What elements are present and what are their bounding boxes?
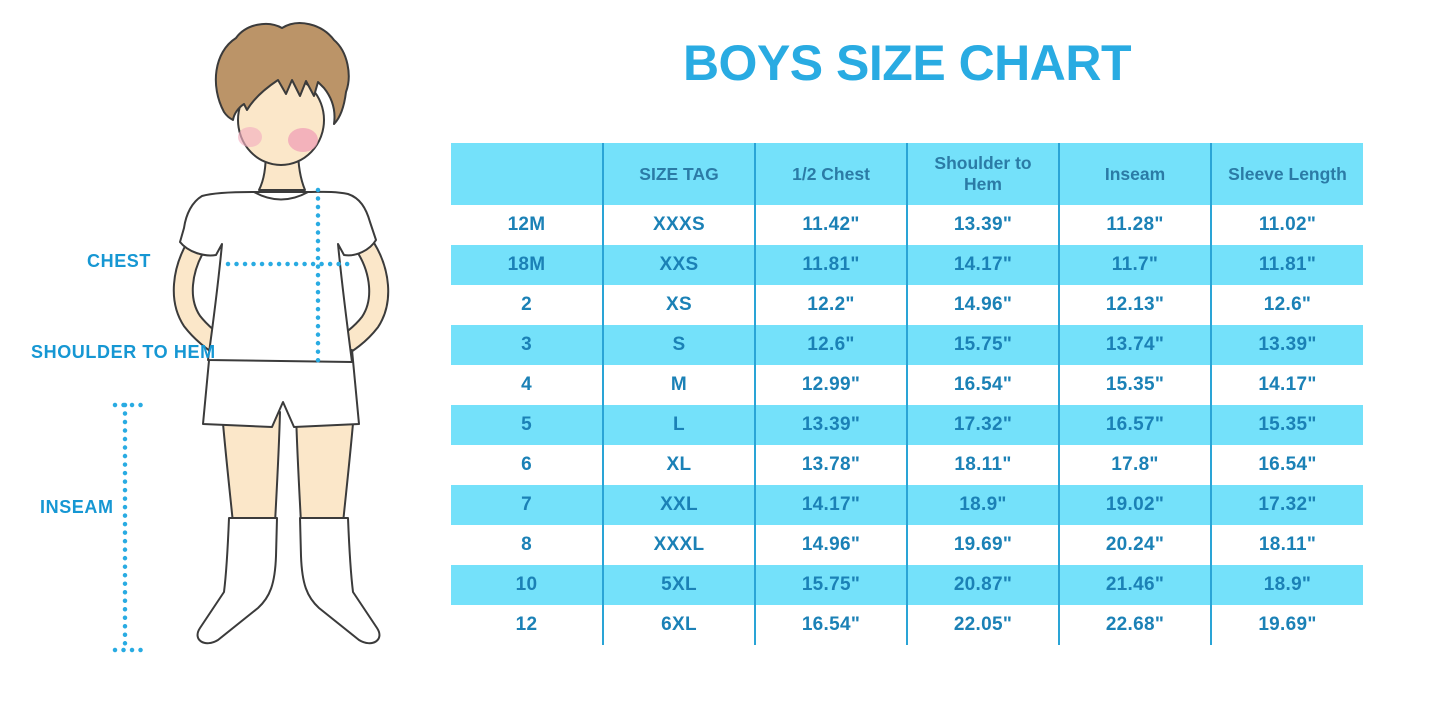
table-cell: 19.69" (1210, 605, 1363, 645)
table-cell: S (602, 325, 755, 365)
table-cell: 13.39" (1210, 325, 1363, 365)
table-cell: 5 (451, 405, 603, 445)
table-cell: 15.35" (1210, 405, 1363, 445)
table-row: 7 XXL 14.17" 18.9" 19.02" 17.32" (451, 485, 1363, 525)
table-cell: 19.02" (1058, 485, 1211, 525)
table-cell: 11.81" (1210, 245, 1363, 285)
table-row: 4 M 12.99" 16.54" 15.35" 14.17" (451, 365, 1363, 405)
header-cell-sleeve-length: Sleeve Length (1210, 143, 1363, 205)
table-cell: 18M (451, 245, 603, 285)
table-row: 8 XXXL 14.96" 19.69" 20.24" 18.11" (451, 525, 1363, 565)
table-cell: 15.75" (754, 565, 907, 605)
table-cell: 20.87" (906, 565, 1059, 605)
table-cell: 13.39" (906, 205, 1059, 245)
table-cell: 12M (451, 205, 603, 245)
table-cell: XS (602, 285, 755, 325)
table-cell: 16.57" (1058, 405, 1211, 445)
table-cell: 5XL (602, 565, 755, 605)
chest-label: CHEST (87, 251, 152, 271)
table-row: 6 XL 13.78" 18.11" 17.8" 16.54" (451, 445, 1363, 485)
table-cell: XXXL (602, 525, 755, 565)
table-cell: 22.68" (1058, 605, 1211, 645)
size-table-header: SIZE TAG 1/2 Chest Shoulder to Hem Insea… (451, 143, 1363, 205)
table-cell: 14.17" (1210, 365, 1363, 405)
table-cell: 12.6" (754, 325, 907, 365)
table-row: 18M XXS 11.81" 14.17" 11.7" 11.81" (451, 245, 1363, 285)
table-cell: 2 (451, 285, 603, 325)
table-cell: 3 (451, 325, 603, 365)
table-cell: 19.69" (906, 525, 1059, 565)
table-cell: 22.05" (906, 605, 1059, 645)
table-cell: XXL (602, 485, 755, 525)
table-cell: 16.54" (1210, 445, 1363, 485)
table-row: 5 L 13.39" 17.32" 16.57" 15.35" (451, 405, 1363, 445)
table-cell: 21.46" (1058, 565, 1211, 605)
table-cell: 18.9" (1210, 565, 1363, 605)
table-cell: 16.54" (906, 365, 1059, 405)
header-cell-half-chest: 1/2 Chest (754, 143, 907, 205)
table-cell: 7 (451, 485, 603, 525)
table-cell: 8 (451, 525, 603, 565)
table-cell: 13.39" (754, 405, 907, 445)
table-row: 10 5XL 15.75" 20.87" 21.46" 18.9" (451, 565, 1363, 605)
table-cell: 15.75" (906, 325, 1059, 365)
table-cell: 20.24" (1058, 525, 1211, 565)
table-cell: L (602, 405, 755, 445)
table-cell: 18.11" (1210, 525, 1363, 565)
table-cell: 4 (451, 365, 603, 405)
table-cell: XXS (602, 245, 755, 285)
table-cell: 14.17" (906, 245, 1059, 285)
table-cell: 15.35" (1058, 365, 1211, 405)
size-table: SIZE TAG 1/2 Chest Shoulder to Hem Insea… (451, 143, 1363, 645)
header-cell-size-tag: SIZE TAG (602, 143, 755, 205)
table-cell: 13.78" (754, 445, 907, 485)
header-cell-size (451, 143, 603, 205)
inseam-label: INSEAM (40, 497, 114, 517)
table-cell: 12.6" (1210, 285, 1363, 325)
table-cell: 14.96" (906, 285, 1059, 325)
table-cell: 6XL (602, 605, 755, 645)
table-cell: 14.17" (754, 485, 907, 525)
table-cell: 11.02" (1210, 205, 1363, 245)
header-row: SIZE TAG 1/2 Chest Shoulder to Hem Insea… (451, 143, 1363, 205)
table-cell: XXXS (602, 205, 755, 245)
table-cell: 11.7" (1058, 245, 1211, 285)
header-cell-shoulder-to-hem: Shoulder to Hem (906, 143, 1059, 205)
table-cell: XL (602, 445, 755, 485)
table-cell: M (602, 365, 755, 405)
table-cell: 17.8" (1058, 445, 1211, 485)
size-table-body: 12M XXXS 11.42" 13.39" 11.28" 11.02" 18M XXS 11.… (451, 205, 1363, 645)
table-cell: 18.11" (906, 445, 1059, 485)
table-cell: 11.42" (754, 205, 907, 245)
table-cell: 16.54" (754, 605, 907, 645)
table-row: 12 6XL 16.54" 22.05" 22.68" 19.69" (451, 605, 1363, 645)
table-cell: 17.32" (1210, 485, 1363, 525)
page-title: BOYS SIZE CHART (682, 35, 1132, 91)
table-row: 3 S 12.6" 15.75" 13.74" 13.39" (451, 325, 1363, 365)
table-cell: 12.13" (1058, 285, 1211, 325)
table-cell: 14.96" (754, 525, 907, 565)
table-cell: 11.28" (1058, 205, 1211, 245)
table-cell: 11.81" (754, 245, 907, 285)
table-cell: 18.9" (906, 485, 1059, 525)
shoulder-to-hem-label: SHOULDER TO HEM (31, 342, 216, 362)
table-cell: 10 (451, 565, 603, 605)
table-row: 12M XXXS 11.42" 13.39" 11.28" 11.02" (451, 205, 1363, 245)
boy-illustration-icon (112, 22, 390, 653)
table-cell: 12 (451, 605, 603, 645)
table-row: 2 XS 12.2" 14.96" 12.13" 12.6" (451, 285, 1363, 325)
table-cell: 12.2" (754, 285, 907, 325)
header-cell-inseam: Inseam (1058, 143, 1211, 205)
table-cell: 12.99" (754, 365, 907, 405)
table-cell: 6 (451, 445, 603, 485)
measurement-figure: CHEST SHOULDER TO HEM INSEAM (0, 0, 450, 723)
table-cell: 13.74" (1058, 325, 1211, 365)
table-cell: 17.32" (906, 405, 1059, 445)
